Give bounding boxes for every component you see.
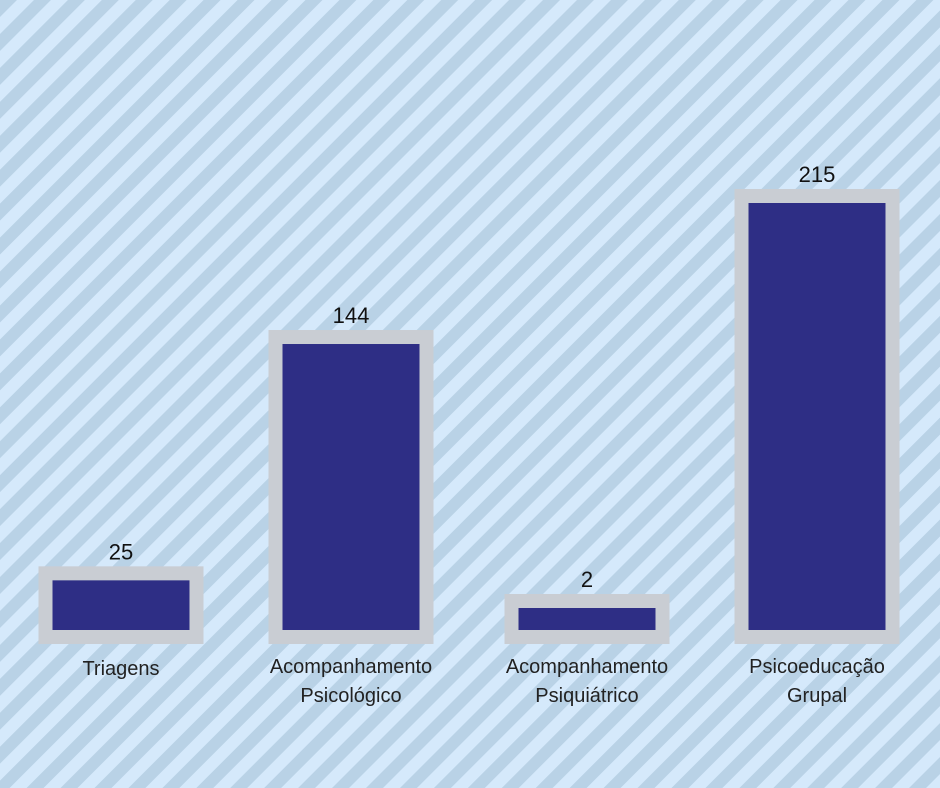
category-label-line: Psicoeducação bbox=[749, 656, 885, 678]
category-label: Acompanhamento Psicológico bbox=[270, 656, 432, 707]
bar bbox=[282, 344, 420, 630]
category-label-line: Psiquiátrico bbox=[535, 685, 638, 707]
bar bbox=[52, 580, 190, 630]
data-label: 25 bbox=[109, 539, 133, 564]
category-label: Acompanhamento Psiquiátrico bbox=[506, 656, 668, 707]
data-label: 215 bbox=[799, 162, 836, 187]
category-label-line: Triagens bbox=[82, 658, 159, 680]
category-label-line: Acompanhamento bbox=[270, 656, 432, 678]
value-labels-group: 25 144 2 215 bbox=[109, 162, 836, 592]
bar bbox=[748, 203, 886, 630]
category-label: Triagens bbox=[82, 658, 159, 680]
data-label: 144 bbox=[333, 303, 370, 328]
category-labels-group: Triagens Acompanhamento PsicológicoAcompan… bbox=[82, 656, 884, 707]
category-label-line: Acompanhamento bbox=[506, 656, 668, 678]
bar bbox=[518, 608, 656, 630]
category-label-line: Grupal bbox=[787, 685, 847, 707]
data-label: 2 bbox=[581, 567, 593, 592]
category-label: Psicoeducação Grupal bbox=[749, 656, 885, 707]
bars-group bbox=[38, 189, 900, 644]
category-label-line: Psicológico bbox=[300, 685, 401, 707]
